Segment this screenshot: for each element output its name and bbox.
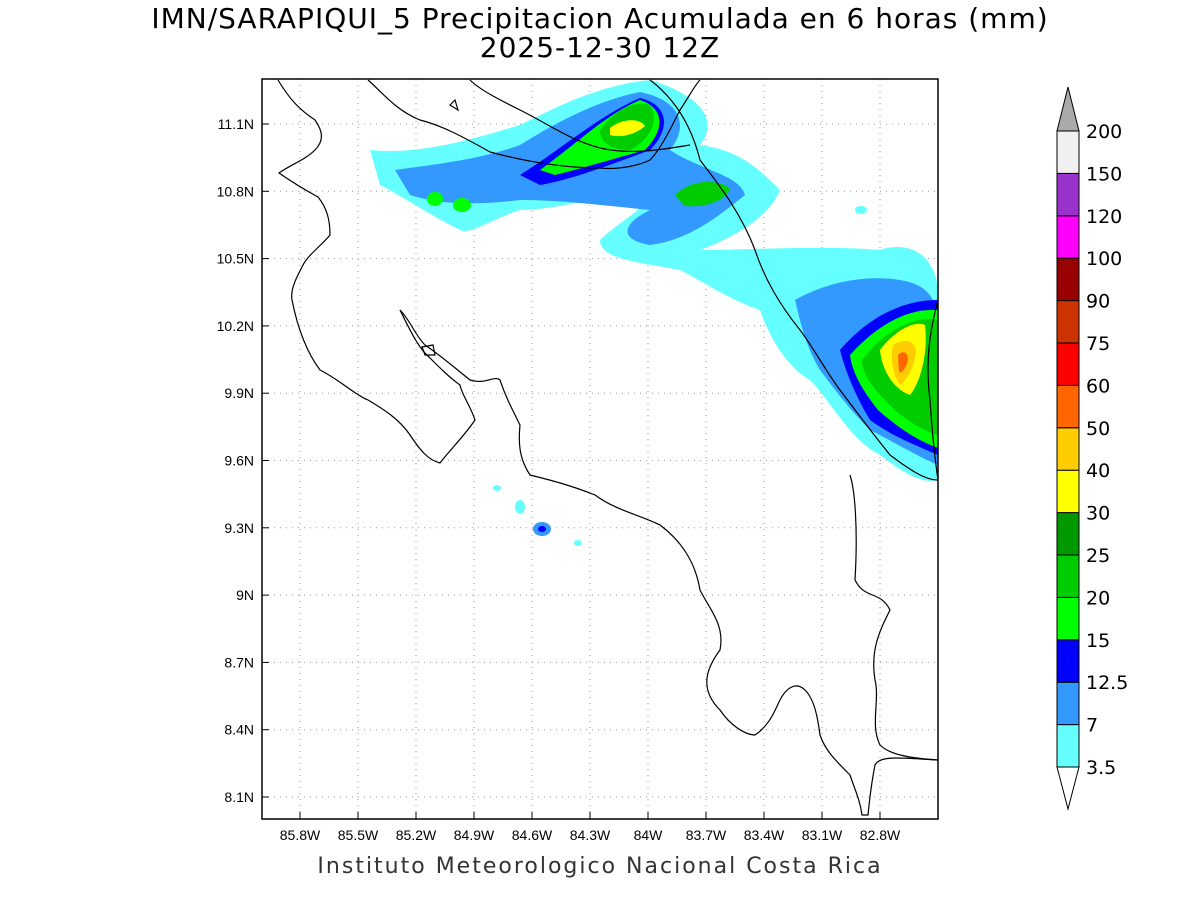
colorbar-min-arrow	[1056, 766, 1080, 811]
island-small	[449, 98, 460, 112]
colorbar-max-arrow	[1056, 86, 1080, 132]
colorbar-level-label: 200	[1086, 121, 1122, 143]
colorbar-level-label: 75	[1086, 333, 1110, 355]
coastline-gulf	[399, 309, 781, 736]
precipitation-shading	[370, 80, 938, 546]
colorbar-level-label: 120	[1086, 206, 1122, 228]
colorbar-level-label: 100	[1086, 248, 1122, 270]
lon-tick-label: 84.9W	[454, 827, 495, 843]
colorbar-segment	[1056, 512, 1080, 556]
colorbar-level-label: 7	[1086, 715, 1098, 737]
colorbar-level-label: 150	[1086, 163, 1122, 185]
footer-credit: Instituto Meteorologico Nacional Costa R…	[317, 854, 883, 879]
precip-cell	[453, 198, 471, 212]
map-title: IMN/SARAPIQUI_5 Precipitacion Acumulada …	[151, 2, 1049, 35]
precip-area-30	[610, 120, 645, 137]
precip-area-20b	[675, 181, 730, 207]
colorbar-segment	[1056, 384, 1080, 429]
colorbar-segment	[1056, 469, 1080, 514]
colorbar-level-label: 25	[1086, 545, 1110, 567]
map-subtitle: 2025-12-30 12Z	[479, 31, 721, 64]
colorbar-level-label: 3.5	[1086, 757, 1116, 779]
colorbar-segment	[1056, 215, 1080, 259]
lat-tick-label: 10.2N	[217, 318, 254, 334]
precip-cell	[538, 526, 546, 532]
colorbar-segment	[1056, 130, 1080, 174]
coastline-caribbean	[649, 79, 939, 481]
coastline-osa	[779, 685, 939, 816]
lon-tick-label: 85.8W	[280, 827, 321, 843]
lake-nicaragua-shore	[367, 79, 701, 170]
latitude-axis: 11.1N 10.8N 10.5N 10.2N 9.9N 9.6N 9.3N 9N 8.7N 8.…	[217, 116, 269, 805]
lon-tick-label: 84W	[634, 827, 664, 843]
precip-cell	[515, 500, 525, 514]
colorbar-legend: 3.5 7 12.5 15 20 25 30 40 50 60 75 90 100 120 150 200	[1056, 86, 1128, 811]
precip-cell	[574, 540, 582, 546]
colorbar-level-label: 20	[1086, 587, 1110, 609]
lat-tick-label: 10.8N	[217, 183, 254, 199]
colorbar-level-label: 50	[1086, 418, 1110, 440]
colorbar-segment	[1056, 172, 1080, 217]
colorbar-level-label: 30	[1086, 503, 1110, 525]
border-north	[469, 79, 691, 153]
lon-tick-label: 82.8W	[860, 827, 901, 843]
lon-tick-label: 85.2W	[396, 827, 437, 843]
precip-cell	[493, 485, 501, 491]
lon-tick-label: 84.6W	[512, 827, 553, 843]
lat-tick-label: 9.9N	[224, 385, 254, 401]
colorbar-level-label: 12.5	[1086, 672, 1128, 694]
map-frame	[261, 78, 939, 820]
precip-area-50	[898, 352, 908, 373]
coastline-pacific-north	[277, 79, 476, 464]
coastline-panama	[849, 474, 939, 761]
lon-tick-label: 83.4W	[744, 827, 785, 843]
lat-tick-label: 8.4N	[224, 722, 254, 738]
lat-tick-label: 9.6N	[224, 453, 254, 469]
lat-tick-label: 8.1N	[224, 789, 254, 805]
lat-tick-label: 9N	[236, 587, 254, 603]
colorbar-level-label: 60	[1086, 375, 1110, 397]
colorbar-segment	[1056, 342, 1080, 386]
lat-tick-label: 10.5N	[217, 251, 254, 267]
colorbar-segment	[1056, 257, 1080, 302]
colorbar-level-label: 15	[1086, 630, 1110, 652]
lat-tick-label: 9.3N	[224, 520, 254, 536]
lon-tick-label: 84.3W	[570, 827, 611, 843]
precip-cell	[855, 206, 867, 214]
precip-cell	[427, 192, 443, 206]
colorbar-level-label: 40	[1086, 460, 1110, 482]
lon-tick-label: 83.1W	[802, 827, 843, 843]
lon-tick-label: 85.5W	[338, 827, 379, 843]
colorbar-segment	[1056, 681, 1080, 726]
lon-tick-label: 83.7W	[686, 827, 727, 843]
lat-tick-label: 8.7N	[224, 654, 254, 670]
colorbar-segment	[1056, 724, 1080, 768]
colorbar-level-label: 90	[1086, 291, 1110, 313]
colorbar-segment	[1056, 596, 1080, 641]
lat-tick-label: 11.1N	[218, 116, 254, 132]
coastline-borders	[277, 79, 939, 816]
colorbar-segment	[1056, 300, 1080, 344]
colorbar-segment	[1056, 639, 1080, 683]
colorbar-segment	[1056, 427, 1080, 471]
colorbar-segment	[1056, 554, 1080, 598]
longitude-axis: 85.8W 85.5W 85.2W 84.9W 84.6W 84.3W 84W 83.7W 83…	[280, 812, 901, 843]
coastline-nicoya-inner	[421, 344, 436, 356]
panama-border	[927, 299, 939, 481]
